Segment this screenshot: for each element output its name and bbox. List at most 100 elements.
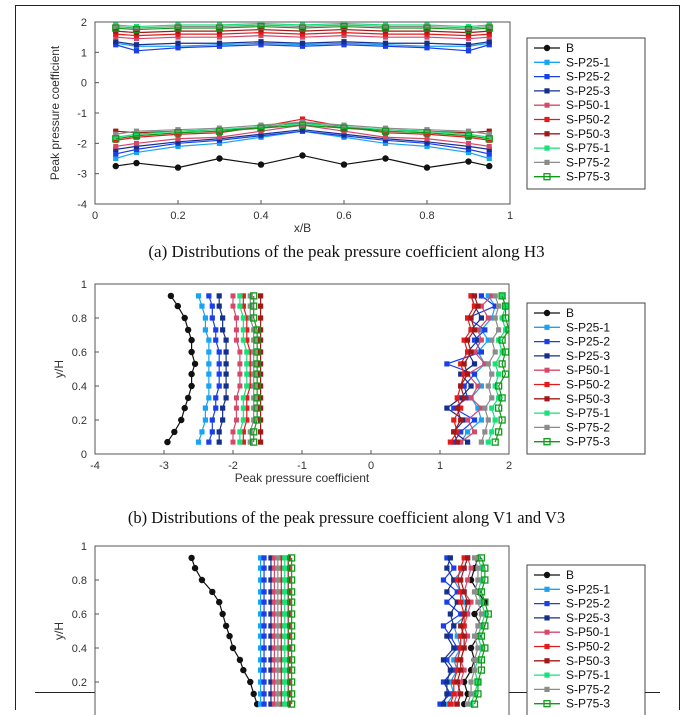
data-point [489, 337, 495, 343]
x-tick-label: 0.8 [419, 210, 434, 222]
y-tick-label: 2 [81, 17, 87, 29]
legend-label: S-P25-2 [566, 597, 610, 611]
data-point [482, 327, 488, 333]
legend-marker [544, 145, 550, 151]
data-point [468, 327, 474, 333]
x-tick-label: 0.2 [170, 210, 185, 222]
data-point [202, 417, 208, 423]
legend-entry: B [534, 306, 574, 320]
data-point [454, 395, 460, 401]
legend-label: S-P25-3 [566, 611, 610, 625]
data-point [209, 429, 215, 435]
data-point [219, 610, 226, 618]
legend-label: S-P75-1 [566, 668, 610, 682]
data-point [229, 644, 237, 652]
data-point [268, 611, 274, 617]
data-point [206, 439, 212, 445]
data-point [278, 667, 284, 673]
data-point [191, 360, 199, 368]
series-S-P75-3 [287, 554, 492, 708]
series-S-P75-2 [275, 555, 484, 707]
data-point [478, 303, 484, 309]
data-point [233, 395, 239, 401]
data-point [458, 691, 464, 697]
y-tick-label: 0.8 [72, 313, 87, 325]
data-point [498, 360, 506, 368]
panel-c: 0.20.40.60.81y/HBS-P25-1S-P25-2S-P25-3S-… [52, 541, 646, 715]
data-point [282, 645, 288, 651]
data-point [175, 40, 181, 46]
data-point [175, 143, 181, 149]
data-point [451, 667, 457, 673]
legend-label: S-P25-1 [566, 55, 610, 69]
data-point [501, 302, 509, 310]
data-point [440, 657, 447, 663]
data-point [257, 124, 265, 132]
data-point [454, 405, 460, 411]
data-point [206, 293, 212, 299]
data-point [278, 599, 284, 605]
data-point [132, 25, 141, 34]
panel-b: -4 -3 -2 -1 0 1 2 0 0.2 0.4 0.6 0.8 1 Peak pressure c… [52, 279, 646, 485]
data-point [299, 31, 306, 37]
data-point [447, 439, 453, 445]
data-point [424, 45, 430, 51]
data-point [447, 611, 453, 617]
data-point [223, 349, 229, 355]
data-point [300, 34, 305, 40]
data-point [451, 623, 457, 629]
data-point [209, 315, 215, 321]
data-point [258, 39, 264, 45]
data-point [451, 701, 457, 707]
series-S-P50-2 [113, 30, 492, 143]
data-point [287, 678, 296, 686]
data-point [471, 371, 478, 377]
data-point [458, 577, 464, 583]
legend-entry: S-P25-1 [534, 582, 610, 596]
data-point [216, 140, 223, 146]
data-point [223, 337, 229, 343]
panel-a: 0 0.2 0.4 0.6 0.8 1 -4 -3 -2 -1 0 1 2 x/B Peak pressur… [48, 17, 646, 235]
data-point [258, 429, 264, 435]
legend-entry: S-P50-1 [534, 625, 610, 639]
data-point [468, 679, 474, 685]
data-point [174, 302, 181, 310]
series-line [473, 557, 489, 705]
data-point [202, 327, 208, 333]
legend-label: S-P50-1 [566, 625, 610, 639]
y-tick-label: -2 [77, 138, 87, 150]
data-point [440, 577, 447, 583]
data-point [489, 293, 495, 299]
data-point [381, 127, 390, 135]
data-point [258, 679, 264, 685]
data-point [216, 439, 222, 445]
data-point [461, 555, 467, 561]
data-point [461, 383, 467, 389]
data-point [444, 657, 450, 663]
data-point [454, 439, 460, 445]
legend-marker [544, 74, 550, 80]
data-point [437, 701, 443, 707]
data-point [471, 361, 478, 367]
data-point [113, 134, 119, 140]
data-point [461, 417, 467, 423]
data-point [287, 554, 296, 562]
data-point [471, 610, 478, 618]
data-point [471, 667, 478, 673]
data-point [424, 143, 430, 149]
data-point [209, 588, 216, 596]
data-point [494, 428, 503, 436]
data-point [258, 303, 264, 309]
legend-entry: S-P25-1 [534, 320, 610, 334]
data-point [458, 645, 464, 651]
data-point [461, 645, 467, 651]
data-point [216, 43, 223, 49]
data-point [215, 24, 224, 32]
y-tick-label: 1 [81, 541, 87, 553]
data-point [458, 439, 464, 445]
legend-marker [544, 324, 550, 330]
data-point [299, 116, 306, 122]
data-point [215, 127, 224, 135]
data-point [253, 382, 261, 390]
data-point [258, 30, 264, 36]
